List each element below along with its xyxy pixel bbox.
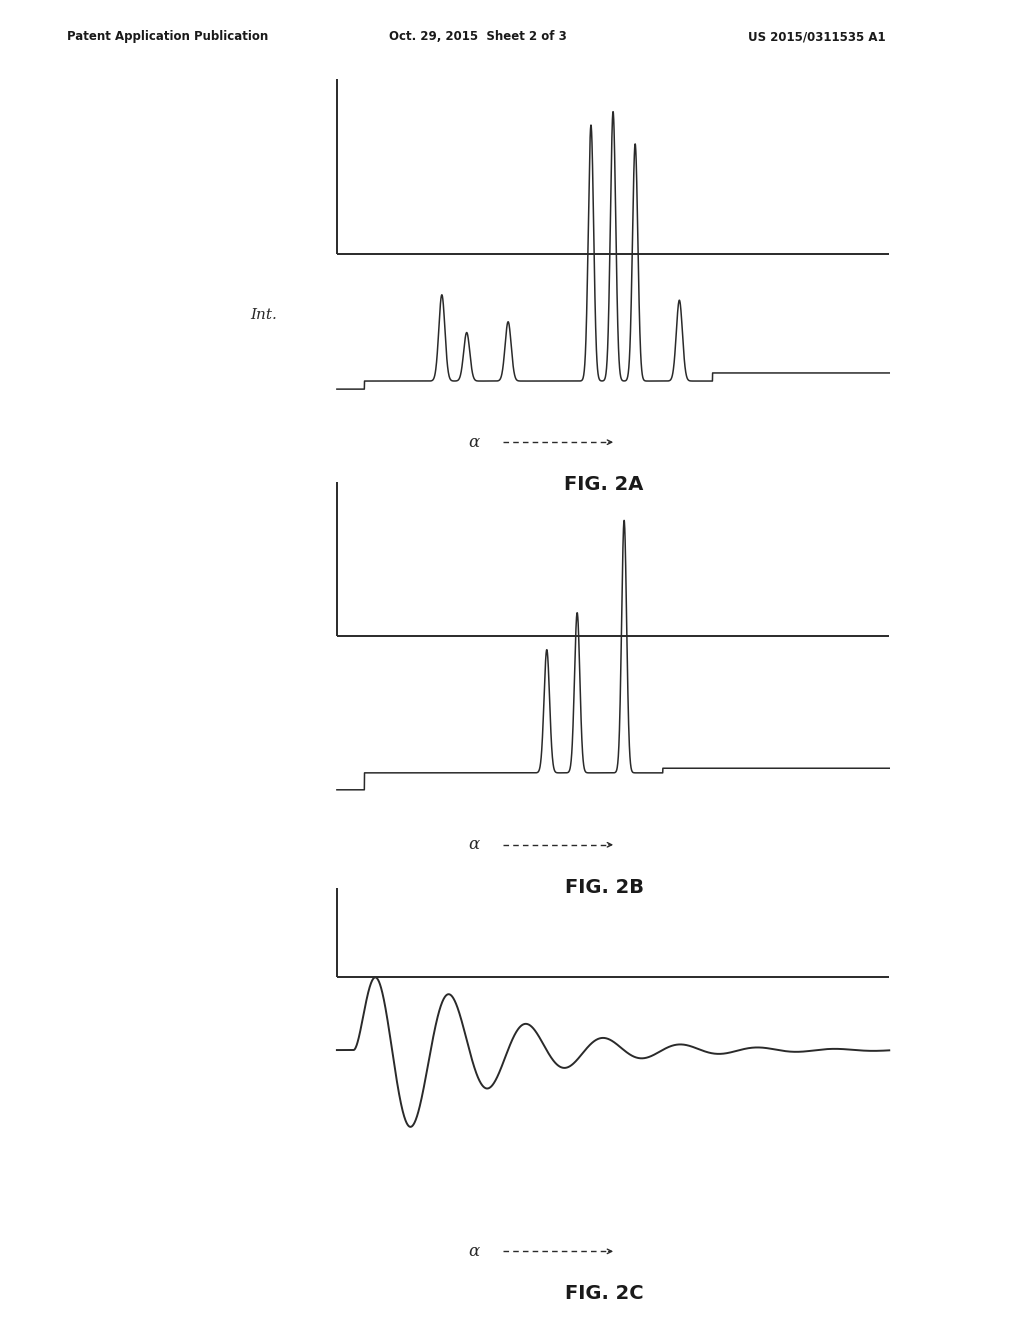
Text: FIG. 2C: FIG. 2C	[565, 1284, 643, 1303]
Text: FIG. 2A: FIG. 2A	[564, 475, 644, 494]
Text: α: α	[468, 434, 479, 450]
Text: US 2015/0311535 A1: US 2015/0311535 A1	[748, 30, 885, 44]
Text: Oct. 29, 2015  Sheet 2 of 3: Oct. 29, 2015 Sheet 2 of 3	[389, 30, 567, 44]
Text: Patent Application Publication: Patent Application Publication	[67, 30, 268, 44]
Text: FIG. 2B: FIG. 2B	[564, 878, 644, 896]
Text: Int.: Int.	[251, 308, 278, 322]
Text: α: α	[468, 837, 479, 853]
Text: α: α	[468, 1243, 479, 1259]
